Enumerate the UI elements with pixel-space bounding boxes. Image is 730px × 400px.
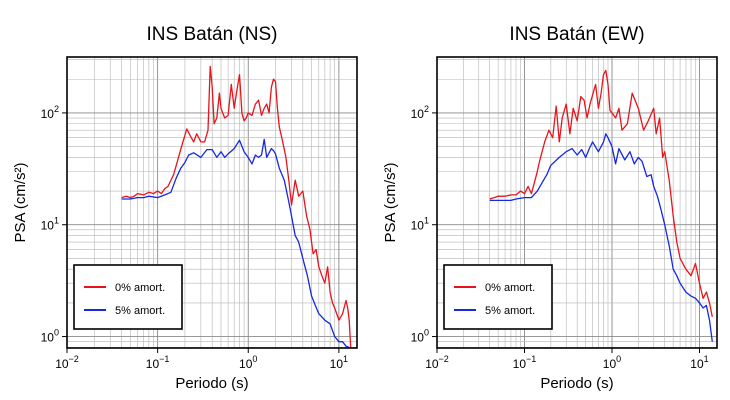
legend-label: 5% amort. bbox=[115, 305, 165, 317]
chart-title: INS Batán (NS) bbox=[147, 24, 278, 45]
legend: 0% amort. 5% amort. bbox=[443, 264, 553, 330]
x-axis-label: Periodo (s) bbox=[540, 375, 613, 392]
x-tick-label: 100 bbox=[603, 354, 621, 371]
y-tick-label: 100 bbox=[411, 328, 429, 345]
y-tick-label: 102 bbox=[41, 104, 59, 121]
x-tick-label: 10−2 bbox=[55, 354, 79, 371]
x-tick-label: 10−1 bbox=[513, 354, 537, 371]
x-axis-label: Periodo (s) bbox=[175, 375, 248, 392]
y-tick-label: 101 bbox=[41, 216, 59, 233]
x-tick-label: 10−2 bbox=[425, 354, 449, 371]
series-line-damped bbox=[121, 138, 350, 349]
plot-frame bbox=[66, 56, 358, 349]
plot-frame bbox=[436, 56, 718, 349]
legend-box bbox=[73, 264, 183, 330]
x-tick-label: 101 bbox=[690, 354, 708, 371]
legend-label: 0% amort. bbox=[115, 282, 165, 294]
y-axis-label: PSA (cm/s²) bbox=[382, 162, 399, 242]
y-tick-label: 102 bbox=[411, 104, 429, 121]
series-line-damped bbox=[489, 133, 713, 342]
x-tick-label: 10−1 bbox=[146, 354, 170, 371]
x-tick-label: 100 bbox=[239, 354, 257, 371]
legend-label: 5% amort. bbox=[485, 305, 535, 317]
y-axis-label: PSA (cm/s²) bbox=[12, 162, 29, 242]
series-line-undamped bbox=[489, 69, 713, 318]
chart-panel-2: 10−2 10−1 100 101 100 101 102 INS Batán (EW) Per… bbox=[382, 24, 718, 392]
y-tick-label: 101 bbox=[411, 216, 429, 233]
legend-label: 0% amort. bbox=[485, 282, 535, 294]
x-tick-label: 101 bbox=[330, 354, 348, 371]
legend-box bbox=[443, 264, 553, 330]
y-tick-label: 100 bbox=[41, 328, 59, 345]
chart-title: INS Batán (EW) bbox=[509, 24, 644, 45]
series-line-undamped bbox=[121, 65, 352, 348]
chart-panel-1: 10−2 10−1 100 101 100 101 102 INS Batán (NS) Per… bbox=[12, 24, 358, 392]
legend: 0% amort. 5% amort. bbox=[73, 264, 183, 330]
